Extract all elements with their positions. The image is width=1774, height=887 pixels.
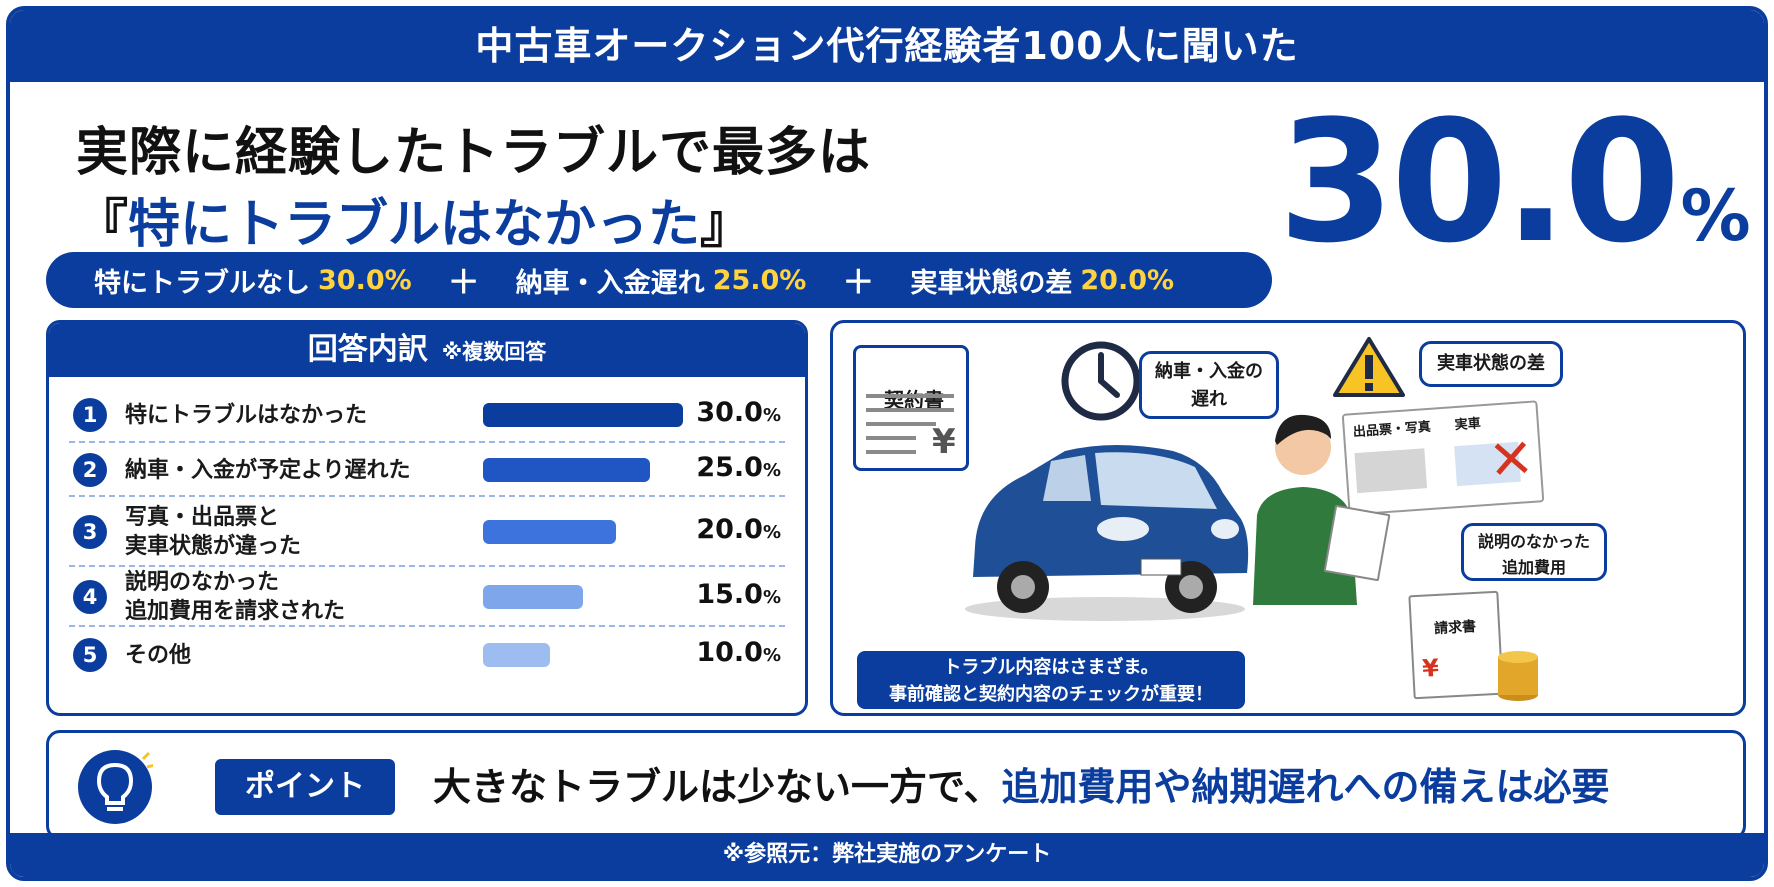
row-label: その他 <box>125 642 192 668</box>
invoice-document: 請求書 ¥ <box>1408 590 1504 700</box>
coins-icon <box>1498 651 1538 701</box>
breakdown-row: 2 納車・入金が予定より遅れた 25.0% <box>69 443 785 497</box>
breakdown-row: 1 特にトラブルはなかった 30.0% <box>69 387 785 443</box>
condition-bubble: 実車状態の差 <box>1419 341 1563 387</box>
comparison-sheets: 出品票・写真 実車 <box>1341 400 1545 516</box>
breakdown-note: ※複数回答 <box>441 340 547 364</box>
rank-badge: 5 <box>73 638 107 672</box>
summary-value-1: 30.0% <box>318 264 412 296</box>
held-paper <box>1323 504 1391 582</box>
percent-bar <box>483 403 683 427</box>
row-value-unit: % <box>762 522 781 543</box>
row-value: 25.0% <box>696 452 781 483</box>
sheet-right-label: 実車 <box>1454 416 1482 434</box>
rank-badge: 2 <box>73 453 107 487</box>
point-box: ポイント 大きなトラブルは少ない一方で、追加費用や納期遅れへの備えは必要 <box>46 730 1746 840</box>
breakdown-row: 4 説明のなかった 追加費用を請求された 15.0% <box>69 567 785 627</box>
clock-icon <box>1061 341 1141 421</box>
summary-label-3: 実車状態の差 <box>910 267 1073 299</box>
document-lines-icon <box>866 394 954 454</box>
extra-cost-bubble: 説明のなかった 追加費用 <box>1461 523 1607 581</box>
row-value: 20.0% <box>696 514 781 545</box>
percent-bar <box>483 585 583 609</box>
big-stat-unit: % <box>1680 175 1751 257</box>
row-value-number: 30.0 <box>696 397 763 428</box>
sheet-cars-icon <box>1354 441 1528 494</box>
breakdown-title: 回答内訳 <box>307 332 428 367</box>
plus-icon: ＋ <box>842 263 875 301</box>
plus-icon: ＋ <box>447 263 480 301</box>
row-value-unit: % <box>762 405 781 426</box>
breakdown-row: 5 その他 10.0% <box>69 627 785 683</box>
infographic-frame: 中古車オークション代行経験者100人に聞いた 実際に経験したトラブルで最多は 『… <box>6 6 1768 881</box>
delay-bubble: 納車・入金の 遅れ <box>1139 351 1279 419</box>
row-value-number: 25.0 <box>696 452 763 483</box>
summary-value-2: 25.0% <box>712 264 807 296</box>
row-value-number: 20.0 <box>696 514 763 545</box>
row-value: 30.0% <box>696 397 781 428</box>
row-label: 写真・出品票と 実車状態が違った <box>125 505 302 559</box>
rank-badge: 1 <box>73 398 107 432</box>
car-illustration <box>965 445 1249 621</box>
big-stat: 30.0% <box>1278 92 1751 272</box>
summary-value-3: 20.0% <box>1080 264 1175 296</box>
footer-source: ※参照元：弊社実施のアンケート <box>10 833 1764 877</box>
illustration-note: トラブル内容はさまざま。 事前確認と契約内容のチェックが重要！ <box>857 651 1245 709</box>
rank-badge: 3 <box>73 515 107 549</box>
row-label: 特にトラブルはなかった <box>125 402 368 428</box>
lightbulb-icon <box>78 750 153 824</box>
point-text-plain: 大きなトラブルは少ない一方で、 <box>433 765 1002 809</box>
row-label: 説明のなかった 追加費用を請求された <box>125 570 346 624</box>
row-value-unit: % <box>762 587 781 608</box>
row-label: 納車・入金が予定より遅れた <box>125 457 411 483</box>
row-value-number: 15.0 <box>696 579 763 610</box>
breakdown-header: 回答内訳 ※複数回答 <box>49 323 805 377</box>
headline-highlight: 特にトラブルはなかった <box>128 195 701 255</box>
breakdown-panel: 回答内訳 ※複数回答 1 特にトラブルはなかった 30.0% 2 納車・入金が予定より遅れ… <box>46 320 808 716</box>
invoice-label: 請求書 <box>1433 618 1477 638</box>
row-value-number: 10.0 <box>696 637 763 668</box>
summary-label-2: 納車・入金遅れ <box>515 267 705 299</box>
top-banner: 中古車オークション代行経験者100人に聞いた <box>10 10 1764 82</box>
row-value: 15.0% <box>696 579 781 610</box>
summary-label-1: 特にトラブルなし <box>94 267 310 299</box>
headline-close-bracket: 』 <box>700 195 753 255</box>
warning-icon <box>1333 337 1405 397</box>
yen-sign: ¥ <box>932 422 956 462</box>
rank-badge: 4 <box>73 580 107 614</box>
headline-open-bracket: 『 <box>76 195 129 255</box>
breakdown-row: 3 写真・出品票と 実車状態が違った 20.0% <box>69 497 785 567</box>
point-text: 大きなトラブルは少ない一方で、追加費用や納期遅れへの備えは必要 <box>433 759 1610 815</box>
illustration-panel: 契約書 ¥ 納車・入金の 遅れ <box>830 320 1746 716</box>
row-value-unit: % <box>762 645 781 666</box>
contract-document: 契約書 ¥ <box>853 345 969 471</box>
row-value: 10.0% <box>696 637 781 668</box>
big-stat-number: 30.0 <box>1278 84 1681 280</box>
percent-bar <box>483 520 617 544</box>
invoice-yen-sign: ¥ <box>1421 653 1440 683</box>
row-value-unit: % <box>762 460 781 481</box>
summary-bar: 特にトラブルなし 30.0% ＋ 納車・入金遅れ 25.0% ＋ 実車状態の差 … <box>46 252 1272 308</box>
point-badge: ポイント <box>215 759 395 815</box>
percent-bar <box>483 643 550 667</box>
headline-line1: 実際に経験したトラブルで最多は <box>76 123 872 183</box>
percent-bar <box>483 458 650 482</box>
point-text-highlight: 追加費用や納期遅れへの備えは必要 <box>1001 765 1610 809</box>
person-illustration <box>1253 414 1357 605</box>
headline-line2: 『特にトラブルはなかった』 <box>76 182 752 257</box>
